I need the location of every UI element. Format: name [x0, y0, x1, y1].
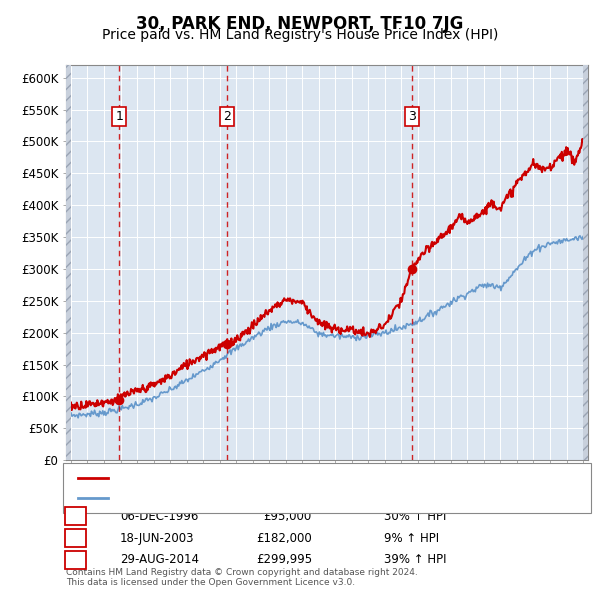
Text: £299,995: £299,995 — [256, 553, 312, 566]
Text: 2: 2 — [223, 110, 231, 123]
Text: 30, PARK END, NEWPORT, TF10 7JG (detached house): 30, PARK END, NEWPORT, TF10 7JG (detache… — [114, 474, 412, 483]
Text: 18-JUN-2003: 18-JUN-2003 — [120, 532, 194, 545]
Text: £95,000: £95,000 — [264, 510, 312, 523]
Text: 3: 3 — [72, 553, 79, 566]
Text: 3: 3 — [409, 110, 416, 123]
Text: 06-DEC-1996: 06-DEC-1996 — [120, 510, 199, 523]
Text: 2: 2 — [72, 532, 79, 545]
Text: 30% ↑ HPI: 30% ↑ HPI — [384, 510, 446, 523]
Text: 30, PARK END, NEWPORT, TF10 7JG: 30, PARK END, NEWPORT, TF10 7JG — [136, 15, 464, 33]
Bar — [66, 52, 71, 460]
Text: Contains HM Land Registry data © Crown copyright and database right 2024.
This d: Contains HM Land Registry data © Crown c… — [66, 568, 418, 587]
Bar — [583, 52, 588, 460]
Text: HPI: Average price, detached house, Telford and Wrekin: HPI: Average price, detached house, Telf… — [114, 493, 424, 503]
Text: 29-AUG-2014: 29-AUG-2014 — [120, 553, 199, 566]
Text: Price paid vs. HM Land Registry's House Price Index (HPI): Price paid vs. HM Land Registry's House … — [102, 28, 498, 42]
Text: 9% ↑ HPI: 9% ↑ HPI — [384, 532, 439, 545]
Text: 39% ↑ HPI: 39% ↑ HPI — [384, 553, 446, 566]
Text: 1: 1 — [115, 110, 123, 123]
Text: 1: 1 — [72, 510, 79, 523]
Text: £182,000: £182,000 — [256, 532, 312, 545]
